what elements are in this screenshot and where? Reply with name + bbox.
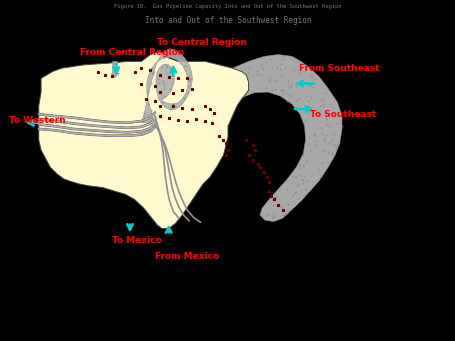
- Polygon shape: [39, 51, 248, 228]
- Text: From Southeast: From Southeast: [298, 64, 379, 73]
- Text: Into and Out of the Southwest Region: Into and Out of the Southwest Region: [144, 16, 311, 25]
- Text: To Southeast: To Southeast: [309, 110, 375, 119]
- Text: To Western: To Western: [9, 116, 66, 124]
- Text: Figure 10.  Gas Pipeline Capacity Into and Out of the Southwest Region: Figure 10. Gas Pipeline Capacity Into an…: [114, 4, 341, 9]
- Polygon shape: [141, 49, 192, 123]
- Polygon shape: [232, 55, 341, 222]
- Text: To Mexico: To Mexico: [111, 236, 161, 245]
- FancyArrow shape: [111, 61, 119, 77]
- Text: From Central Region: From Central Region: [80, 48, 184, 57]
- Text: To Central Region: To Central Region: [157, 38, 247, 47]
- Text: From Mexico: From Mexico: [155, 252, 219, 261]
